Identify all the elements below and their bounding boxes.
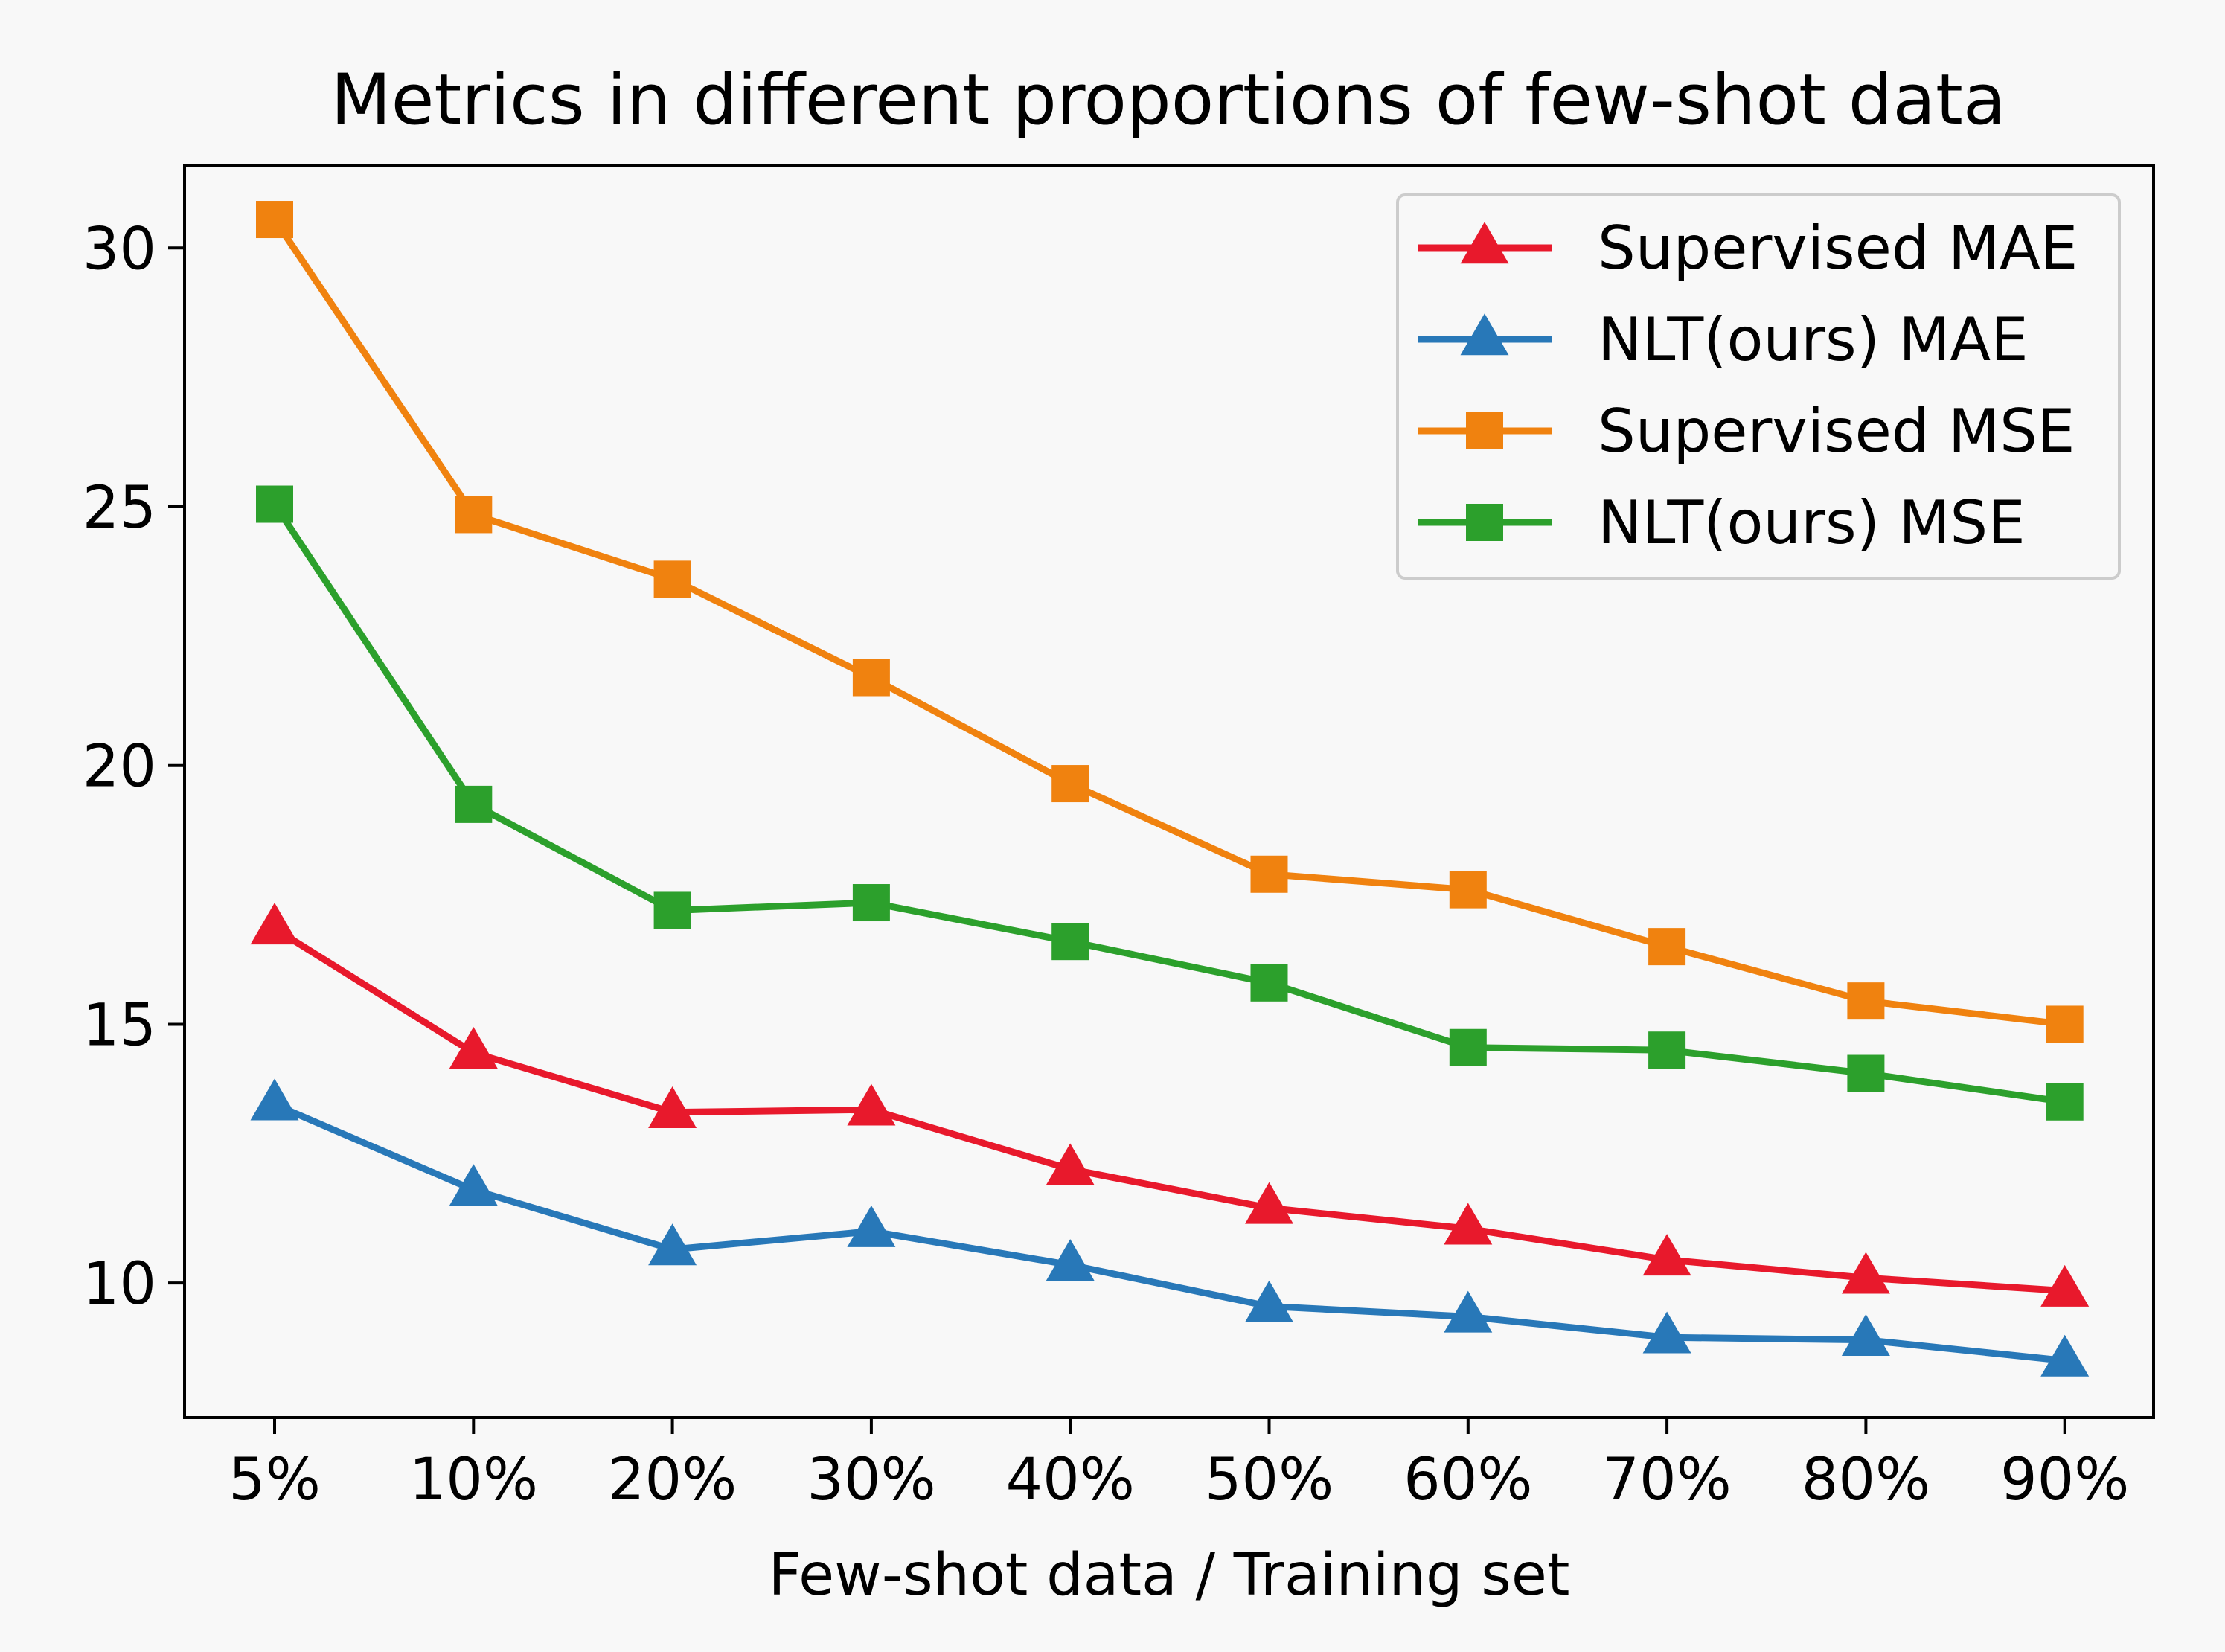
legend-item: NLT(ours) MSE (1418, 488, 2026, 557)
data-point (1841, 1313, 1890, 1356)
y-tick-label: 20 (83, 734, 156, 801)
legend-marker (1466, 412, 1503, 449)
data-point (1245, 1280, 1293, 1322)
data-point (1648, 928, 1686, 966)
data-point (1046, 1239, 1095, 1281)
data-point (852, 659, 890, 697)
legend-item: Supervised MAE (1418, 214, 2078, 283)
data-point (653, 560, 691, 598)
data-point (1250, 855, 1288, 893)
data-point (250, 1078, 299, 1121)
data-point (648, 1086, 697, 1128)
data-point (852, 884, 890, 922)
data-point (847, 1205, 896, 1247)
series-line (271, 216, 2069, 1028)
data-point (1648, 1031, 1686, 1069)
data-point (1449, 1028, 1487, 1066)
data-point (256, 485, 293, 523)
data-point (1250, 964, 1288, 1002)
legend-marker (1460, 222, 1509, 264)
x-tick-label: 80% (1802, 1447, 1930, 1514)
legend-marker (1466, 504, 1503, 541)
data-point (2046, 1005, 2084, 1043)
data-point (1841, 1252, 1890, 1294)
y-tick-label: 10 (83, 1251, 156, 1318)
legend-label: NLT(ours) MSE (1598, 488, 2026, 557)
data-point (2046, 1083, 2084, 1121)
series-supervised-mae (250, 903, 2090, 1307)
data-point (1051, 923, 1089, 961)
data-point (449, 1164, 498, 1206)
series-line (271, 1101, 2069, 1364)
x-tick-label: 20% (608, 1447, 737, 1514)
x-tick-label: 60% (1403, 1447, 1532, 1514)
x-tick-label: 40% (1006, 1447, 1135, 1514)
data-point (455, 496, 493, 534)
x-axis: 5% 10% 20% 30% 40% 50% 60% 70% 80% 90% (228, 1418, 2129, 1514)
data-point (1642, 1311, 1691, 1354)
data-point (1847, 1054, 1885, 1092)
legend-label: NLT(ours) MAE (1598, 305, 2029, 374)
x-tick-label: 50% (1205, 1447, 1334, 1514)
data-point (648, 1223, 697, 1266)
data-point (653, 891, 691, 929)
data-point (1245, 1182, 1293, 1224)
y-tick-label: 30 (83, 216, 156, 283)
data-point (2040, 1264, 2090, 1307)
y-tick-label: 15 (83, 992, 156, 1059)
data-point (2040, 1334, 2090, 1377)
legend: Supervised MAE NLT(ours) MAE Supervised MS… (1396, 193, 2121, 580)
plot-series (250, 201, 2090, 1377)
series-line (271, 925, 2069, 1295)
legend-label: Supervised MSE (1598, 397, 2075, 466)
legend-frame (1396, 193, 2121, 580)
x-tick-label: 90% (2000, 1447, 2129, 1514)
data-point (1444, 1290, 1493, 1333)
data-point (1051, 765, 1089, 803)
data-point (1444, 1203, 1493, 1245)
series-supervised-mse (256, 201, 2084, 1043)
y-tick-label: 25 (83, 475, 156, 542)
series-line (271, 501, 2069, 1106)
x-axis-label: Few-shot data / Training set (768, 1542, 1569, 1609)
plot-frame (183, 164, 2155, 1419)
x-tick-label: 5% (228, 1447, 321, 1514)
legend-marker (1460, 313, 1509, 356)
y-axis: 10 15 20 25 30 (83, 216, 185, 1318)
series-nlt-ours-mae (250, 1078, 2090, 1377)
chart-title: Metrics in different proportions of few-… (331, 60, 2006, 141)
data-point (250, 903, 299, 945)
x-tick-label: 10% (409, 1447, 538, 1514)
x-tick-label: 30% (807, 1447, 935, 1514)
data-point (256, 201, 293, 239)
legend-label: Supervised MAE (1598, 214, 2078, 283)
legend-item: Supervised MSE (1418, 397, 2075, 466)
x-tick-label: 70% (1602, 1447, 1731, 1514)
data-point (1642, 1234, 1691, 1276)
data-point (1449, 871, 1487, 909)
data-point (455, 785, 493, 823)
data-point (847, 1083, 896, 1126)
data-point (1046, 1143, 1095, 1185)
legend-item: NLT(ours) MAE (1418, 305, 2029, 374)
series-nlt-ours-mse (256, 485, 2084, 1121)
data-point (1847, 982, 1885, 1020)
data-point (449, 1026, 498, 1069)
